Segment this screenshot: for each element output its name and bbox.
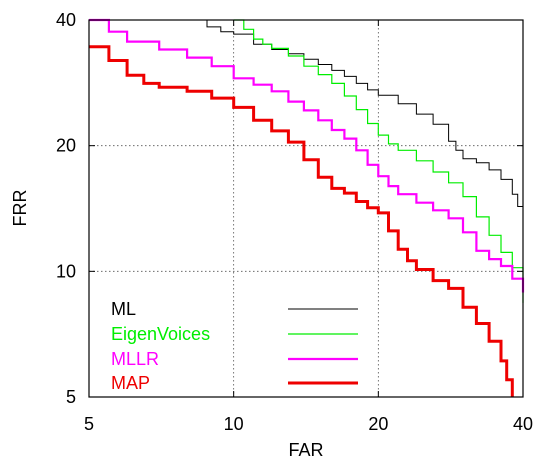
legend: ML EigenVoices MLLR MAP — [111, 299, 358, 393]
x-tick-label: 5 — [84, 414, 94, 434]
series-line-mllr — [89, 18, 525, 293]
x-axis-label: FAR — [288, 440, 323, 460]
legend-label-ml: ML — [111, 299, 136, 319]
y-tick-label: 20 — [56, 136, 76, 156]
legend-label-mllr: MLLR — [111, 349, 159, 369]
y-tick-label: 10 — [56, 261, 76, 281]
plot-frame — [88, 19, 524, 398]
ticks: 5 10 20 40 5 10 20 40 — [56, 10, 533, 434]
x-tick-label: 10 — [224, 414, 244, 434]
series-line-map — [89, 45, 514, 397]
y-axis-label: FRR — [10, 190, 30, 227]
series-lines — [89, 18, 525, 397]
series-line-eigenvoices — [233, 19, 524, 303]
x-tick-label: 40 — [513, 414, 533, 434]
series-line-ml — [202, 19, 524, 221]
y-tick-label: 5 — [66, 387, 76, 407]
x-tick-label: 20 — [368, 414, 388, 434]
legend-label-eigenvoices: EigenVoices — [111, 324, 210, 344]
legend-label-map: MAP — [111, 373, 150, 393]
y-tick-label: 40 — [56, 10, 76, 30]
